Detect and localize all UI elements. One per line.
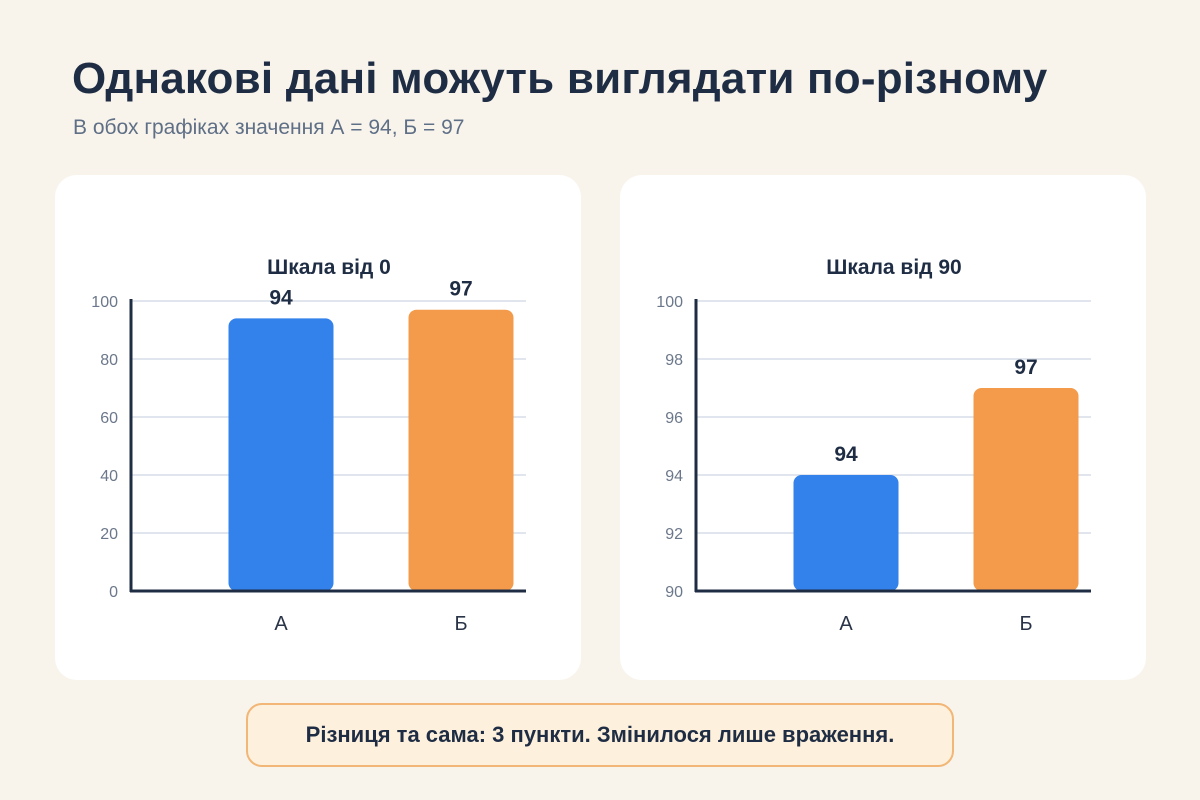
data-label: 94 [269,286,293,309]
bar-b [408,309,514,591]
conclusion-text: Різниця та сама: 3 пункти. Змінилося лиш… [305,722,895,747]
y-tick-label: 92 [665,526,683,543]
data-label: 97 [449,278,472,301]
y-tick-label: 100 [91,294,118,311]
chart-title: Шкала від 0 [267,256,391,279]
x-tick-label: А [839,613,853,635]
bar-b [973,388,1079,591]
chart-panel-truncated-baseline: Шкала від 90 90 92 94 96 98 100 94 А 97 Б [620,175,1146,680]
data-label: 94 [834,443,858,466]
y-tick-label: 60 [100,410,118,427]
x-tick-label: Б [1019,613,1032,635]
conclusion-callout: Різниця та сама: 3 пункти. Змінилося лиш… [246,703,954,767]
x-tick-label: Б [454,613,467,635]
page-title: Однакові дані можуть виглядати по-різном… [72,54,1048,103]
y-tick-label: 20 [100,526,118,543]
bar-chart-truncated-baseline: Шкала від 90 90 92 94 96 98 100 94 А 97 Б [656,256,1091,635]
data-label: 97 [1014,356,1037,379]
page-subtitle: В обох графіках значення А = 94, Б = 97 [73,116,465,139]
y-tick-label: 40 [100,468,118,485]
y-tick-label: 90 [665,584,683,601]
y-tick-label: 94 [665,468,683,485]
y-tick-label: 96 [665,410,683,427]
bar-chart-zero-baseline: Шкала від 0 0 20 40 60 80 100 94 А 97 Б [91,256,526,635]
chart-panel-zero-baseline: Шкала від 0 0 20 40 60 80 100 94 А 97 Б [55,175,581,680]
y-tick-label: 0 [109,584,118,601]
y-tick-label: 80 [100,352,118,369]
y-tick-label: 98 [665,352,683,369]
chart-title: Шкала від 90 [826,256,961,279]
bar-a [228,318,334,591]
y-tick-label: 100 [656,294,683,311]
bar-a [793,475,899,591]
x-tick-label: А [274,613,288,635]
